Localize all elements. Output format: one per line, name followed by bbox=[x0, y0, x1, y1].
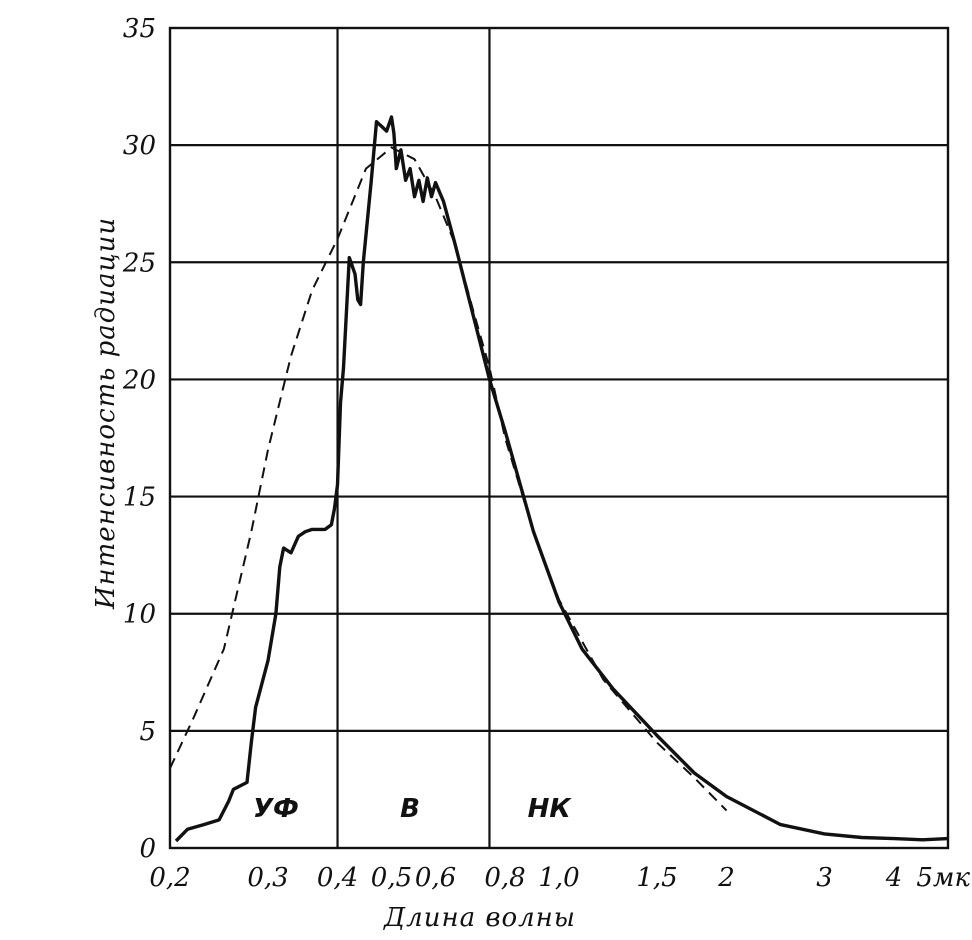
y-tick-label: 35 bbox=[123, 14, 156, 44]
x-tick-label: 0,2 bbox=[149, 863, 190, 893]
y-tick-label: 10 bbox=[123, 600, 156, 630]
region-label: НК bbox=[528, 794, 573, 824]
x-tick-label: 1,5 bbox=[636, 863, 677, 893]
y-tick-label: 0 bbox=[139, 834, 156, 864]
y-tick-label: 20 bbox=[122, 365, 156, 395]
x-axis-title: Длина волны bbox=[383, 903, 576, 933]
dashed-series-line bbox=[169, 146, 728, 812]
y-tick-label: 5 bbox=[139, 717, 156, 747]
x-tick-label: 0,5 bbox=[371, 863, 412, 893]
x-tick-label: 3 bbox=[816, 863, 833, 893]
region-label: УФ bbox=[253, 794, 299, 824]
solid-series-line bbox=[174, 115, 949, 843]
x-tick-label: 1,0 bbox=[538, 863, 579, 893]
x-tick-label: 0,3 bbox=[247, 863, 288, 893]
y-tick-label: 25 bbox=[122, 248, 156, 278]
x-tick-label: 0,4 bbox=[317, 863, 358, 893]
x-tick-label: 0,8 bbox=[484, 863, 525, 893]
y-tick-label: 30 bbox=[123, 131, 156, 161]
x-tick-label: 2 bbox=[717, 863, 735, 893]
y-axis-title: Интенсивность радиации bbox=[91, 217, 121, 610]
y-tick-label: 15 bbox=[123, 483, 156, 513]
x-tick-label: 5мк bbox=[916, 863, 970, 893]
x-tick-label: 4 bbox=[885, 863, 903, 893]
x-tick-label: 0,6 bbox=[415, 863, 456, 893]
region-label: В bbox=[400, 794, 420, 824]
plot-frame bbox=[168, 26, 950, 850]
